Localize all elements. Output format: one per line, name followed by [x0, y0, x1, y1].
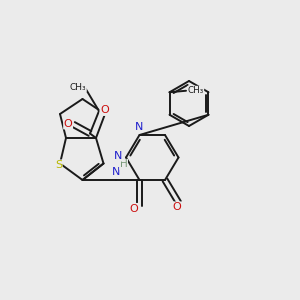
Text: CH₃: CH₃: [188, 86, 204, 95]
Text: N: N: [135, 122, 144, 132]
Text: S: S: [55, 160, 62, 170]
Text: O: O: [130, 203, 139, 214]
Text: CH₃: CH₃: [70, 82, 86, 91]
Text: N: N: [112, 167, 120, 177]
Text: O: O: [100, 105, 109, 116]
Text: O: O: [64, 119, 73, 129]
Text: H: H: [120, 159, 128, 170]
Text: O: O: [172, 202, 182, 212]
Text: N: N: [113, 151, 122, 161]
